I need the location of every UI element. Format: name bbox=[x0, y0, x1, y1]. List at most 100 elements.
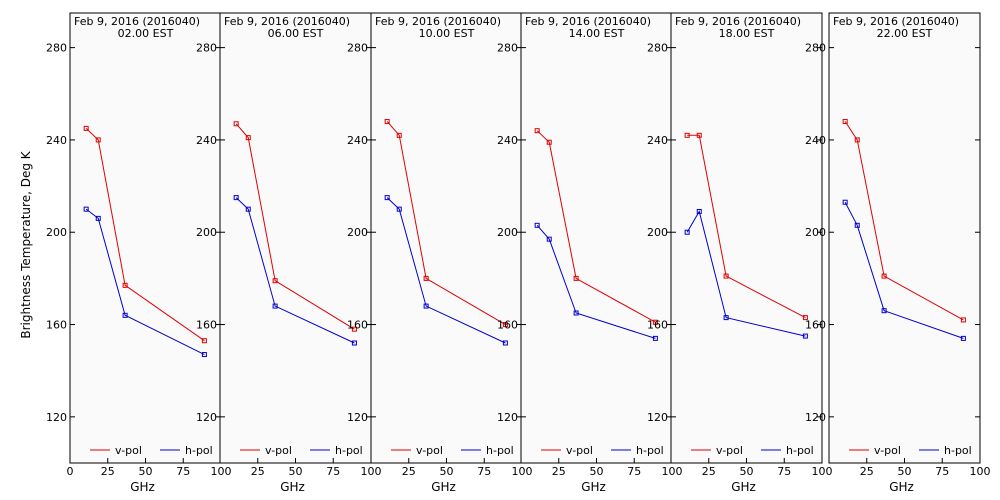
series-line-v-pol bbox=[386, 121, 506, 325]
y-tick-label: 240 bbox=[647, 134, 668, 147]
panel-frame bbox=[520, 12, 673, 464]
y-tick-label: 240 bbox=[46, 134, 67, 147]
panel-3: Feb 9, 2016 (2016040)10.00 EST 120 160 200 2… bbox=[347, 12, 533, 494]
y-tick-label: 280 bbox=[805, 42, 826, 55]
x-tick-label: 75 bbox=[176, 465, 190, 478]
panel-subtitle: 06.00 EST bbox=[268, 27, 324, 40]
x-tick-label: 0 bbox=[67, 465, 74, 478]
panel-title: Feb 9, 2016 (2016040) bbox=[525, 15, 651, 28]
legend-entry: v-pol bbox=[115, 444, 142, 457]
x-tick-label: 75 bbox=[477, 465, 491, 478]
panel-title: Feb 9, 2016 (2016040) bbox=[74, 15, 200, 28]
data-point-h-pol bbox=[573, 310, 579, 316]
panel-title: Feb 9, 2016 (2016040) bbox=[224, 15, 350, 28]
y-tick-label: 200 bbox=[497, 226, 518, 239]
y-tick-label: 280 bbox=[196, 42, 217, 55]
x-axis-label: GHz bbox=[731, 480, 756, 494]
x-tick-label: 100 bbox=[361, 465, 382, 478]
data-point-v-pol bbox=[960, 317, 966, 323]
series-line-h-pol bbox=[386, 197, 506, 344]
data-point-v-pol bbox=[245, 135, 251, 141]
legend-entry: h-pol bbox=[185, 444, 213, 457]
data-point-v-pol bbox=[83, 125, 89, 131]
y-tick-label: 280 bbox=[647, 42, 668, 55]
y-tick-label: 160 bbox=[347, 319, 368, 332]
series-line-v-pol bbox=[235, 123, 355, 330]
legend-entry: v-pol bbox=[566, 444, 593, 457]
data-point-v-pol bbox=[881, 273, 887, 279]
y-tick-label: 120 bbox=[805, 411, 826, 424]
x-tick-label: 25 bbox=[702, 465, 716, 478]
data-point-v-pol bbox=[802, 315, 808, 321]
y-tick-label: 280 bbox=[497, 42, 518, 55]
data-point-h-pol bbox=[122, 312, 128, 318]
y-tick-label: 120 bbox=[497, 411, 518, 424]
x-tick-label: 75 bbox=[777, 465, 791, 478]
data-point-v-pol bbox=[573, 275, 579, 281]
x-tick-label: 25 bbox=[860, 465, 874, 478]
series-line-v-pol bbox=[536, 130, 656, 323]
data-point-v-pol bbox=[233, 121, 239, 127]
data-point-h-pol bbox=[384, 195, 390, 201]
data-point-v-pol bbox=[842, 118, 848, 124]
x-axis-label: GHz bbox=[889, 480, 914, 494]
legend-entry: h-pol bbox=[636, 444, 664, 457]
x-axis-label: GHz bbox=[431, 480, 456, 494]
panel-subtitle: 14.00 EST bbox=[569, 27, 625, 40]
x-tick-label: 25 bbox=[552, 465, 566, 478]
x-tick-label: 50 bbox=[590, 465, 604, 478]
data-point-h-pol bbox=[534, 222, 540, 228]
data-point-h-pol bbox=[802, 333, 808, 339]
data-point-v-pol bbox=[723, 273, 729, 279]
panel-frame bbox=[69, 12, 222, 464]
y-tick-label: 200 bbox=[647, 226, 668, 239]
data-point-v-pol bbox=[351, 326, 357, 332]
series-line-h-pol bbox=[844, 201, 964, 339]
y-tick-label: 240 bbox=[497, 134, 518, 147]
data-point-v-pol bbox=[546, 139, 552, 145]
x-tick-label: 100 bbox=[662, 465, 683, 478]
legend-entry: v-pol bbox=[874, 444, 901, 457]
data-point-v-pol bbox=[696, 132, 702, 138]
x-axis-label: GHz bbox=[280, 480, 305, 494]
y-tick-label: 200 bbox=[805, 226, 826, 239]
y-tick-label: 120 bbox=[46, 411, 67, 424]
x-tick-label: 50 bbox=[898, 465, 912, 478]
data-point-h-pol bbox=[396, 206, 402, 212]
x-tick-label: 100 bbox=[812, 465, 833, 478]
data-point-h-pol bbox=[272, 303, 278, 309]
y-tick-label: 240 bbox=[805, 134, 826, 147]
panel-title: Feb 9, 2016 (2016040) bbox=[675, 15, 801, 28]
legend-entry: v-pol bbox=[265, 444, 292, 457]
x-axis-label: GHz bbox=[581, 480, 606, 494]
data-point-h-pol bbox=[351, 340, 357, 346]
x-tick-label: 75 bbox=[326, 465, 340, 478]
x-tick-label: 25 bbox=[402, 465, 416, 478]
data-point-h-pol bbox=[502, 340, 508, 346]
data-point-v-pol bbox=[534, 128, 540, 134]
y-tick-label: 200 bbox=[46, 226, 67, 239]
series-line-h-pol bbox=[686, 210, 806, 337]
data-point-v-pol bbox=[95, 137, 101, 143]
panel-subtitle: 02.00 EST bbox=[118, 27, 174, 40]
data-point-h-pol bbox=[881, 308, 887, 314]
x-axis-label: GHz bbox=[130, 480, 155, 494]
y-tick-label: 120 bbox=[647, 411, 668, 424]
y-tick-label: 160 bbox=[46, 319, 67, 332]
panel-title: Feb 9, 2016 (2016040) bbox=[833, 15, 959, 28]
y-tick-label: 120 bbox=[196, 411, 217, 424]
data-point-h-pol bbox=[233, 195, 239, 201]
panel-subtitle: 22.00 EST bbox=[877, 27, 933, 40]
y-axis-label: Brightness Temperature, Deg K bbox=[19, 150, 33, 338]
data-point-h-pol bbox=[83, 206, 89, 212]
series-line-h-pol bbox=[85, 208, 205, 355]
panel-6: Feb 9, 2016 (2016040)22.00 EST 120 160 200 2… bbox=[805, 12, 991, 494]
data-point-h-pol bbox=[95, 215, 101, 221]
data-point-v-pol bbox=[272, 278, 278, 284]
data-point-h-pol bbox=[854, 222, 860, 228]
panel-frame bbox=[670, 12, 823, 464]
x-tick-label: 100 bbox=[970, 465, 991, 478]
data-point-h-pol bbox=[245, 206, 251, 212]
series-line-v-pol bbox=[85, 128, 205, 342]
series-line-h-pol bbox=[235, 197, 355, 344]
